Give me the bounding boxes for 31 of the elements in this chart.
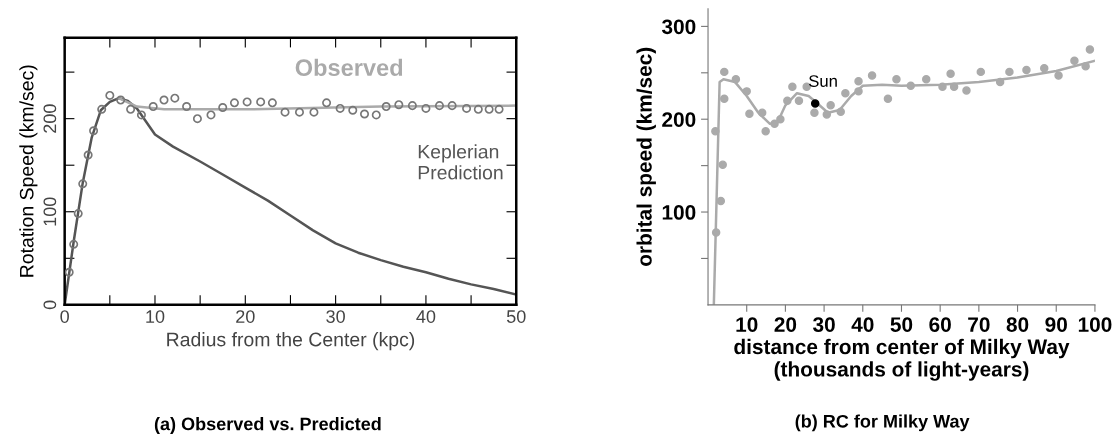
x-tick-label: 50 (506, 310, 526, 323)
x-tick-label: 40 (851, 317, 874, 332)
series-label: Sun (809, 75, 837, 87)
x-tick-label: 20 (774, 317, 797, 332)
text: (b) RC for Milky Way (795, 414, 970, 432)
text: Keplerian Prediction (418, 144, 503, 180)
y-axis-title: Rotation Speed (km/sec) (19, 65, 38, 277)
x-tick-label: 10 (146, 310, 165, 323)
y-tick-label: 100 (662, 205, 696, 220)
text: (a) Observed vs. Predicted (154, 417, 381, 434)
x-tick-label: 30 (812, 317, 835, 332)
y-tick-label: 300 (661, 19, 696, 35)
x-tick-label: 60 (929, 317, 951, 332)
x-tick-label: 0 (60, 310, 69, 323)
y-axis-title: orbital speed (km/sec) (636, 47, 656, 266)
y-tick-label: 200 (43, 104, 57, 133)
x-tick-label: 40 (416, 310, 436, 323)
x-tick-label: 50 (890, 317, 913, 332)
x-tick-label: 90 (1045, 317, 1067, 332)
x-tick-label: 100 (1078, 317, 1112, 332)
x-axis-title: Radius from the Center (kpc) (167, 332, 415, 351)
y-tick-label: 100 (43, 197, 57, 226)
x-tick-label: 30 (326, 310, 345, 323)
x-axis-title: distance from center of Milky Way (thousands of light-years) (734, 338, 1070, 381)
y-tick-label: 0 (43, 300, 57, 310)
series-label: Observed (295, 58, 403, 77)
x-tick-label: 10 (736, 317, 758, 332)
x-tick-label: 20 (236, 310, 255, 323)
x-tick-label: 70 (968, 317, 990, 332)
y-tick-label: 200 (662, 112, 696, 127)
x-tick-label: 80 (1006, 317, 1029, 332)
